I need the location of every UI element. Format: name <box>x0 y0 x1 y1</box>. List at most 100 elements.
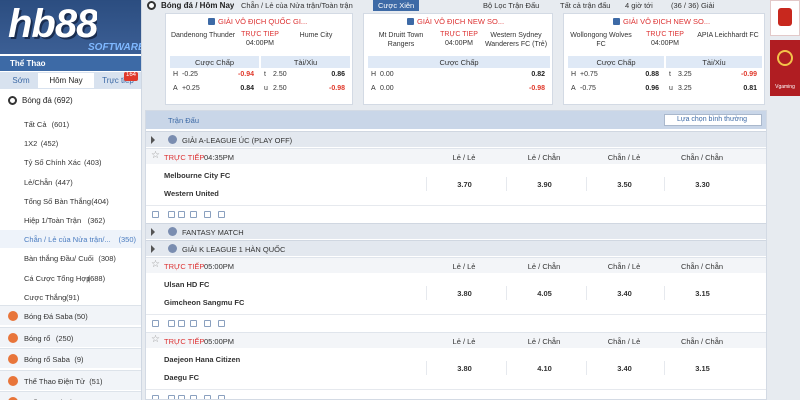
sport-item[interactable]: Thể Thao Điện Tử (51) <box>0 369 141 390</box>
sidebar: hb88 SOFTWARE Thể Thao Sớm Hôm Nay Trực tiếp 1… <box>0 0 142 400</box>
odds-cell[interactable]: 3.40 <box>586 361 662 375</box>
sport-label: Bóng rổ <box>24 333 51 343</box>
action-icon[interactable] <box>178 211 185 218</box>
featured-card[interactable]: GIẢI VÔ ĐỊCH QUỐC GI... Dandenong Thunder… <box>165 13 353 105</box>
sport-item[interactable]: Bóng rổ (250) <box>0 326 141 347</box>
sport-item[interactable]: Bóng rổ Saba (9) <box>0 348 141 368</box>
action-icon[interactable] <box>218 211 225 218</box>
main-sport[interactable]: Bóng đá (692) <box>22 96 73 105</box>
market-count: (601) <box>51 120 70 129</box>
league-name: GIẢI A-LEAGUE ÚC (PLAY OFF) <box>182 136 293 145</box>
market-select[interactable]: Chẵn / Lẻ của Nửa trận/Toàn trận <box>241 1 353 10</box>
market-item[interactable]: 1X2 (452) <box>0 134 141 152</box>
odds-cell[interactable]: 3.40 <box>586 286 662 300</box>
odds-value[interactable]: 0.86 <box>331 71 345 78</box>
market-item[interactable]: Tất Cả (601) <box>0 115 141 133</box>
featured-card[interactable]: GIẢI VÔ ĐỊCH NEW SO... Mt Druitt Town Ran… <box>363 13 553 105</box>
action-icon[interactable] <box>218 320 225 327</box>
market-item[interactable]: Hiệp 1/Toàn Trận (362) <box>0 211 141 229</box>
odds-cell[interactable]: 3.70 <box>426 177 502 191</box>
promo-icon <box>777 50 793 66</box>
parlay-button[interactable]: Cược Xiên <box>373 0 420 11</box>
odds-value[interactable]: 0.82 <box>531 71 545 78</box>
expand-arrow <box>151 245 155 253</box>
action-icon[interactable] <box>168 211 175 218</box>
market-count: (404) <box>91 196 109 206</box>
odds-value[interactable]: -0.98 <box>329 85 345 92</box>
match-time: 04:00PM <box>245 40 275 47</box>
odds-cell[interactable]: 4.10 <box>506 361 582 375</box>
time-select[interactable]: 4 giờ tới <box>625 1 653 10</box>
home-team: Melbourne City FC <box>164 171 231 180</box>
line-value: 2.50 <box>273 85 287 92</box>
market-item[interactable]: Tỷ Số Chính Xác (403) <box>0 153 141 171</box>
odds-cell[interactable]: 3.30 <box>664 177 740 191</box>
action-icon[interactable] <box>190 395 197 399</box>
action-icon[interactable] <box>190 211 197 218</box>
action-icon[interactable] <box>152 211 159 218</box>
action-icon[interactable] <box>204 211 211 218</box>
market-title: Tài/Xỉu <box>261 56 350 68</box>
side-label: t <box>264 71 266 78</box>
odds-value[interactable]: 0.96 <box>645 85 659 92</box>
action-icon[interactable] <box>190 320 197 327</box>
sport-item[interactable]: Quần vợt (42) <box>0 391 141 400</box>
market-item[interactable]: Lẻ/Chẵn (447) <box>0 173 141 191</box>
odds-value[interactable]: 0.84 <box>240 85 254 92</box>
odds-value[interactable]: 0.88 <box>645 71 659 78</box>
market-item[interactable]: Bàn thắng Đầu/ Cuối (308) <box>0 249 141 267</box>
promo-label[interactable]: Vgaming <box>775 84 795 90</box>
odds-cell[interactable]: 4.05 <box>506 286 582 300</box>
odds-cell[interactable]: 3.50 <box>586 177 662 191</box>
market-item[interactable]: Cược Thắng (91) <box>0 288 141 306</box>
league-row[interactable]: FANTASY MATCH <box>146 223 766 239</box>
live-status: TRỰC TIẾP <box>646 31 684 38</box>
column-header: Chẵn / Lẻ <box>607 337 641 346</box>
filter-select[interactable]: Bộ Lọc Trận Đấu <box>483 1 540 10</box>
market-item[interactable]: Cá Cược Tổng Hợp (688) <box>0 269 141 287</box>
action-row <box>146 389 766 399</box>
tab[interactable]: Sớm <box>12 76 30 85</box>
market-label: Tỷ Số Chính Xác <box>24 158 81 168</box>
action-icon[interactable] <box>204 320 211 327</box>
action-icon[interactable] <box>152 395 159 399</box>
market-item[interactable]: Chẵn / Lẻ của Nửa trận/... (350) <box>0 230 141 249</box>
market-title: Cược Chấp <box>568 56 664 68</box>
odds-cell[interactable]: 3.90 <box>506 177 582 191</box>
sport-label: Quần vợt <box>24 398 55 400</box>
action-icon[interactable] <box>178 320 185 327</box>
side-label: A <box>173 85 178 92</box>
odds-cell[interactable]: 3.15 <box>664 286 740 300</box>
view-button[interactable]: Lựa chọn bình thường <box>664 114 762 126</box>
action-row <box>146 205 766 222</box>
market-item[interactable]: Tổng Số Bàn Thắng (404) <box>0 192 141 210</box>
market-count: (350) <box>118 235 136 245</box>
action-icon[interactable] <box>204 395 211 399</box>
featured-card[interactable]: GIẢI VÔ ĐỊCH NEW SO... Wollongong Wolves … <box>563 13 765 105</box>
tab[interactable]: Hôm Nay <box>38 73 94 88</box>
tab[interactable]: Trực tiếp <box>102 76 134 85</box>
odds-cell[interactable]: 3.15 <box>664 361 740 375</box>
action-icon[interactable] <box>218 395 225 399</box>
favorite-star: ☆ <box>151 335 160 345</box>
sport-icon <box>8 96 17 105</box>
scope-select[interactable]: Tất cả trận đấu <box>560 1 611 10</box>
action-icon[interactable] <box>168 320 175 327</box>
action-icon[interactable] <box>168 395 175 399</box>
odds-cell[interactable]: 3.80 <box>426 361 502 375</box>
odds-value[interactable]: 0.81 <box>743 85 757 92</box>
action-icon[interactable] <box>152 320 159 327</box>
sport-item[interactable]: Bóng Đá Saba (50) <box>0 305 141 325</box>
odds-cell[interactable]: 3.80 <box>426 286 502 300</box>
side-label: H <box>371 71 377 78</box>
league-count[interactable]: (36 / 36) Giải <box>671 1 715 10</box>
odds-value[interactable]: -0.99 <box>741 71 757 78</box>
logo-area <box>0 0 141 54</box>
odds-value[interactable]: -0.98 <box>529 85 545 92</box>
league-row[interactable]: GIẢI K LEAGUE 1 HÀN QUỐC <box>146 240 766 256</box>
odds-value[interactable]: -0.94 <box>238 71 254 78</box>
sport-count: (42) <box>60 398 73 400</box>
action-icon[interactable] <box>178 395 185 399</box>
league-row[interactable]: GIẢI A-LEAGUE ÚC (PLAY OFF) <box>146 131 766 147</box>
